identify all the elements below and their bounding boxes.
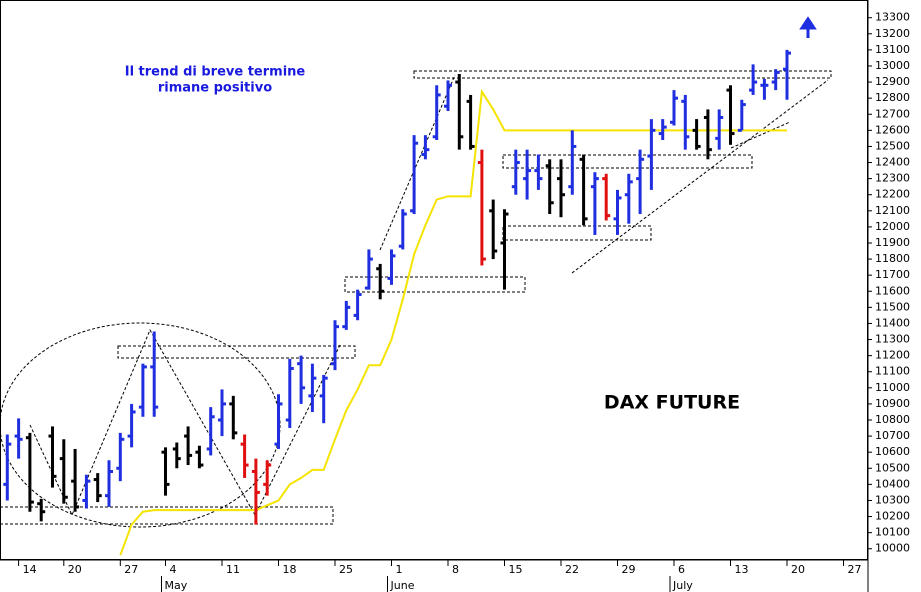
y-tick-label: 10600 [875, 445, 910, 458]
y-tick-label: 12000 [875, 220, 910, 233]
annotation: rimane positivo [158, 81, 272, 96]
x-tick-label: 25 [339, 563, 353, 576]
zone [117, 345, 356, 359]
y-tick-label: 10100 [875, 526, 910, 539]
overlay-line [119, 88, 787, 556]
y-tick-label: 11700 [875, 268, 910, 281]
x-tick-label: 27 [848, 563, 862, 576]
y-tick-label: 11900 [875, 236, 910, 249]
y-tick-label: 13100 [875, 43, 910, 56]
chart-title: DAX FUTURE [604, 392, 740, 414]
x-tick-label: 20 [68, 563, 82, 576]
x-tick-label: 14 [23, 563, 37, 576]
y-tick-label: 11000 [875, 381, 910, 394]
x-tick-label: 4 [170, 563, 177, 576]
y-tick-label: 12600 [875, 123, 910, 136]
zone [413, 70, 832, 79]
y-tick-label: 10500 [875, 461, 910, 474]
y-tick-label: 11500 [875, 300, 910, 313]
zone [0, 506, 334, 525]
x-tick-label: 13 [735, 563, 749, 576]
y-tick-label: 11300 [875, 333, 910, 346]
y-tick-label: 10000 [875, 542, 910, 555]
zone [344, 276, 526, 293]
y-tick-label: 10400 [875, 477, 910, 490]
x-tick-label: 22 [565, 563, 579, 576]
x-tick-label: 20 [791, 563, 805, 576]
y-tick-label: 10900 [875, 397, 910, 410]
zone [502, 154, 753, 169]
y-tick-label: 13000 [875, 59, 910, 72]
y-tick-label: 12500 [875, 139, 910, 152]
x-tick-label: 18 [283, 563, 297, 576]
x-tick-label: 29 [622, 563, 636, 576]
y-tick-label: 12700 [875, 107, 910, 120]
y-tick-label: 12900 [875, 75, 910, 88]
month-label: July [672, 579, 693, 592]
y-tick-label: 11800 [875, 252, 910, 265]
y-tick-label: 10700 [875, 429, 910, 442]
month-label: May [165, 579, 188, 592]
y-tick-label: 12400 [875, 156, 910, 169]
y-tick-label: 11600 [875, 284, 910, 297]
y-tick-label: 12200 [875, 188, 910, 201]
x-tick-label: 15 [509, 563, 523, 576]
x-tick-label: 6 [678, 563, 685, 576]
x-tick-label: 1 [396, 563, 403, 576]
x-tick-label: 8 [452, 563, 459, 576]
y-tick-label: 11200 [875, 349, 910, 362]
y-tick-label: 12800 [875, 91, 910, 104]
wave-lines [29, 328, 341, 517]
y-tick-label: 12100 [875, 204, 910, 217]
y-tick-label: 12300 [875, 172, 910, 185]
y-tick-label: 10800 [875, 413, 910, 426]
y-tick-label: 11100 [875, 365, 910, 378]
up-arrow [799, 16, 817, 38]
y-tick-label: 10200 [875, 510, 910, 523]
x-tick-label: 27 [124, 563, 138, 576]
month-label: June [390, 579, 415, 592]
trend-line [730, 121, 791, 149]
y-tick-label: 13300 [875, 11, 910, 24]
y-tick-label: 10300 [875, 493, 910, 506]
annotation: Il trend di breve termine [125, 65, 306, 80]
trend-line [571, 79, 829, 274]
y-tick-label: 13200 [875, 27, 910, 40]
y-tick-label: 11400 [875, 316, 910, 329]
plot-frame [0, 0, 868, 560]
trend-line [379, 74, 456, 251]
x-tick-label: 11 [226, 563, 240, 576]
